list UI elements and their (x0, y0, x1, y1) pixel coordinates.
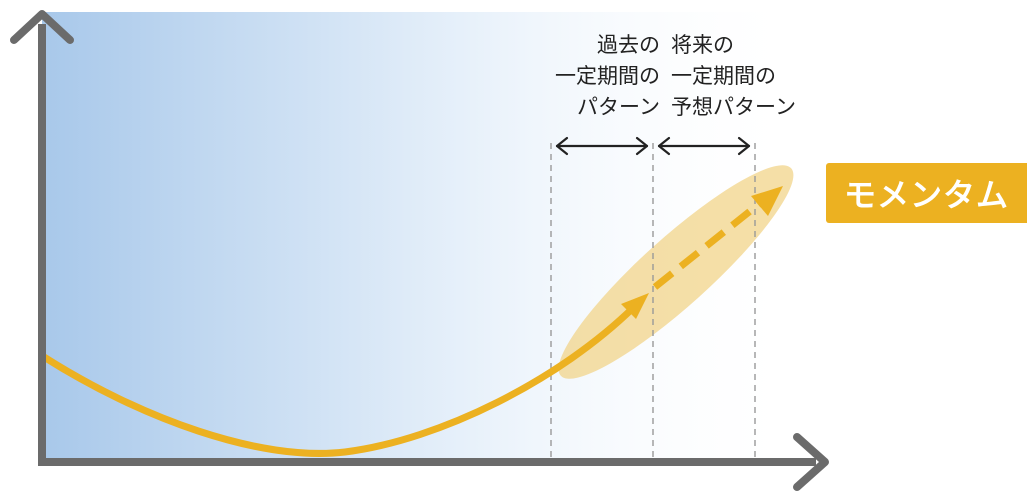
past-window-label-line: 過去の (597, 33, 660, 57)
projection-arrow-head-icon (751, 186, 783, 216)
trend-arrow-head-icon (621, 293, 649, 319)
future-window-label-line: 一定期間の (671, 64, 776, 88)
y-axis-arrow-head-icon (10, 10, 74, 44)
past-window-label-line: 一定期間の (555, 64, 660, 88)
x-axis-arrow-head-icon (793, 433, 829, 491)
future-window-label-line: 将来の (671, 33, 734, 57)
past-window-label: 過去の 一定期間の パターン (555, 30, 660, 123)
past-window-label-line: パターン (577, 95, 660, 119)
future-window-label-line: 予想パターン (671, 95, 796, 119)
trend-curve (40, 302, 639, 457)
past-window-double-arrow-icon (555, 136, 649, 156)
momentum-badge: モメンタム (826, 163, 1027, 223)
future-window-label: 将来の 一定期間の 予想パターン (671, 30, 796, 123)
future-window-double-arrow-icon (657, 136, 751, 156)
projection-dashed-line (652, 197, 767, 290)
